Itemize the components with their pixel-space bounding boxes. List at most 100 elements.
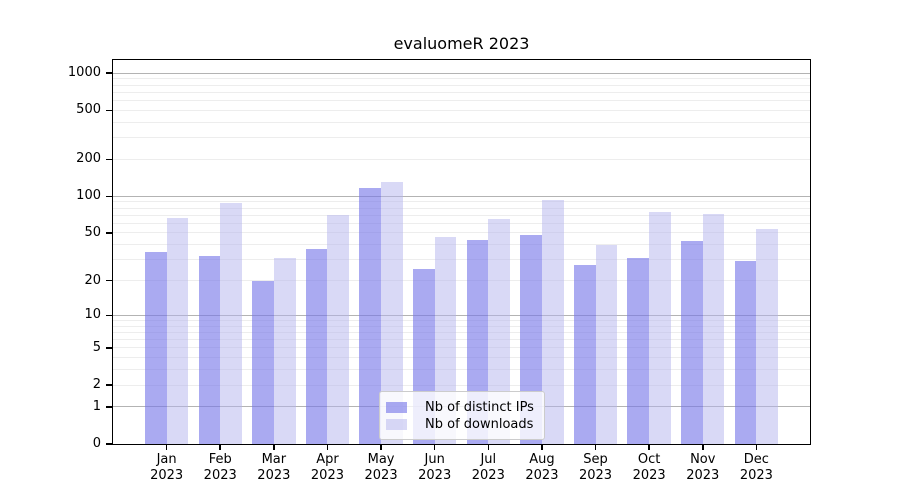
gridline-90 (113, 201, 810, 203)
x-tick-label-dec: Dec 2023 (728, 452, 784, 484)
x-tick-label-oct: Oct 2023 (621, 452, 677, 484)
x-label-month-mar: Mar (261, 452, 287, 467)
gridline-500 (113, 109, 810, 111)
x-label-year-oct: 2023 (632, 468, 666, 483)
x-tick-label-aug: Aug 2023 (514, 452, 570, 484)
bar-jan-downloads (166, 217, 189, 444)
y-tick-100 (106, 195, 112, 198)
gridline-300 (113, 137, 810, 139)
y-tick-label-500: 500 (76, 102, 101, 118)
x-label-year-apr: 2023 (310, 468, 344, 483)
x-label-year-sep: 2023 (578, 468, 613, 483)
y-tick-1 (106, 406, 112, 408)
y-tick-0 (106, 443, 112, 445)
x-label-month-oct: Oct (637, 452, 661, 467)
x-tick-sep (594, 444, 597, 450)
bar-may-downloads (381, 181, 403, 444)
gridline-70 (113, 214, 810, 216)
bar-nov-distinct-ips (681, 240, 703, 444)
x-tick-label-feb: Feb 2023 (192, 452, 248, 484)
legend-swatch-downloads (386, 418, 407, 430)
x-label-month-may: May (367, 452, 395, 467)
bar-feb-distinct-ips (198, 256, 221, 444)
x-label-year-jun: 2023 (418, 468, 452, 483)
x-label-year-aug: 2023 (525, 468, 559, 483)
x-tick-label-apr: Apr 2023 (299, 452, 355, 484)
y-tick-50 (106, 232, 112, 234)
x-tick-nov (702, 444, 704, 450)
y-tick-label-20: 20 (84, 272, 101, 288)
x-label-year-jan: 2023 (150, 468, 184, 483)
y-tick-200 (106, 158, 112, 161)
legend-swatch-distinct-ips (386, 401, 407, 413)
x-label-month-jul: Jul (480, 452, 497, 467)
x-tick-label-jul: Jul 2023 (460, 452, 516, 484)
x-label-month-jan: Jan (156, 452, 177, 467)
x-label-month-apr: Apr (316, 452, 339, 467)
x-label-year-dec: 2023 (739, 468, 773, 483)
y-tick-20 (106, 279, 112, 282)
gridline-60 (113, 222, 810, 224)
x-tick-label-mar: Mar 2023 (246, 452, 302, 484)
gridline-9 (113, 319, 810, 321)
y-tick-label-1000: 1000 (67, 65, 101, 81)
bar-oct-downloads (649, 211, 671, 444)
x-tick-jun (433, 444, 436, 450)
y-tick-label-100: 100 (76, 188, 101, 204)
legend-label-distinct-ips: Nb of distinct IPs (425, 399, 534, 415)
x-tick-may (380, 444, 382, 450)
gridline-5 (113, 347, 810, 349)
x-label-month-feb: Feb (208, 452, 232, 467)
gridline-1000 (113, 72, 810, 74)
bar-sep-downloads (595, 244, 618, 444)
bar-jan-distinct-ips (144, 251, 167, 444)
x-label-year-mar: 2023 (257, 468, 291, 483)
y-tick-1000 (106, 72, 112, 74)
gridline-800 (113, 84, 810, 86)
y-tick-10 (106, 314, 112, 317)
gridline-600 (113, 100, 810, 102)
x-tick-mar (273, 444, 275, 450)
legend-item-distinct-ips: Nb of distinct IPs (386, 399, 536, 415)
x-label-month-sep: Sep (583, 452, 608, 467)
x-label-month-dec: Dec (743, 452, 769, 467)
gridline-40 (113, 244, 810, 246)
x-label-month-jun: Jun (424, 452, 445, 467)
gridline-80 (113, 207, 810, 209)
x-label-month-nov: Nov (690, 452, 716, 467)
gridline-900 (113, 78, 810, 80)
gridline-20 (113, 280, 810, 282)
x-tick-dec (755, 444, 758, 450)
legend-label-downloads: Nb of downloads (425, 416, 534, 432)
x-tick-aug (541, 444, 543, 450)
x-tick-label-jun: Jun 2023 (407, 452, 463, 484)
y-tick-label-10: 10 (84, 307, 101, 323)
bar-dec-distinct-ips (734, 261, 757, 444)
y-tick-label-2: 2 (92, 377, 101, 393)
bar-nov-downloads (702, 214, 725, 444)
legend: Nb of distinct IPs Nb of downloads (379, 391, 545, 440)
x-label-year-nov: 2023 (686, 468, 720, 483)
x-tick-apr (326, 444, 329, 450)
x-label-month-aug: Aug (529, 452, 555, 467)
y-tick-500 (106, 109, 112, 112)
gridline-30 (113, 259, 810, 261)
bar-mar-downloads (273, 258, 296, 444)
bar-jul-downloads (488, 219, 510, 444)
y-tick-label-1: 1 (92, 398, 101, 414)
x-tick-jan (165, 444, 168, 450)
gridline-50 (113, 232, 810, 234)
bar-sep-distinct-ips (573, 265, 596, 444)
bar-may-distinct-ips (359, 187, 382, 444)
y-tick-label-50: 50 (84, 224, 101, 240)
x-tick-oct (648, 444, 650, 450)
gridline-8 (113, 325, 810, 327)
gridline-3 (113, 369, 810, 371)
chart-title: evaluomeR 2023 (393, 34, 530, 53)
bar-dec-downloads (756, 228, 779, 444)
bar-feb-downloads (220, 202, 242, 444)
gridline-200 (113, 158, 810, 160)
gridline-100 (113, 195, 810, 197)
x-label-year-feb: 2023 (203, 468, 237, 483)
